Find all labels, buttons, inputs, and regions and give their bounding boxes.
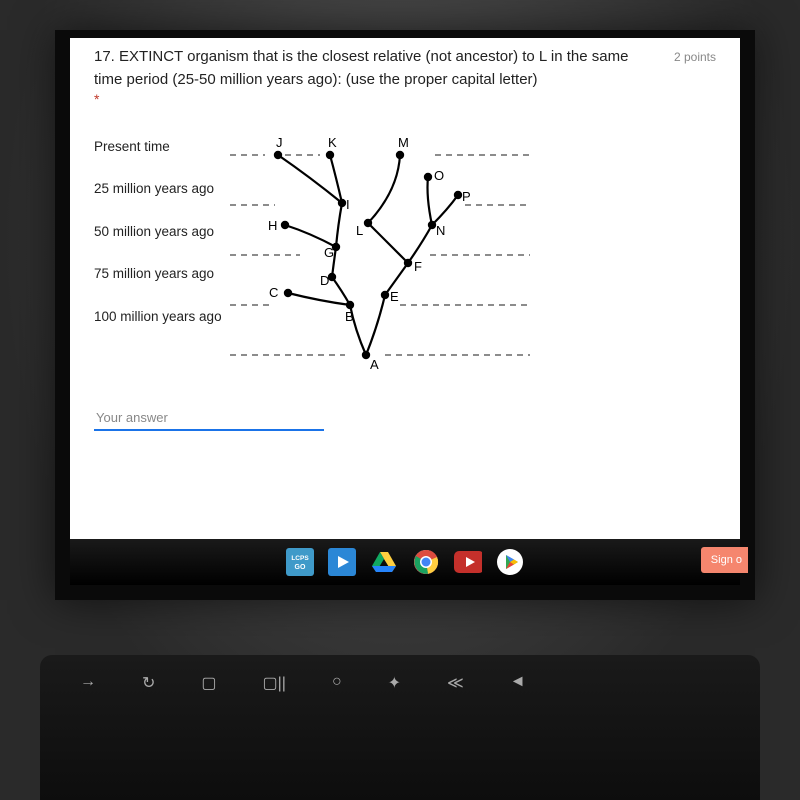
- time-label: 25 million years ago: [94, 181, 224, 197]
- youtube-icon[interactable]: [454, 548, 482, 576]
- key-rewind[interactable]: ≪: [447, 673, 464, 693]
- answer-row: [94, 406, 324, 431]
- key-vol[interactable]: ◄: [510, 673, 526, 693]
- required-marker: *: [94, 91, 716, 107]
- svg-text:LCPS: LCPS: [291, 555, 309, 562]
- svg-text:E: E: [390, 289, 399, 304]
- svg-text:B: B: [345, 309, 354, 324]
- svg-text:D: D: [320, 273, 329, 288]
- time-label: 100 million years ago: [94, 309, 224, 325]
- phylogenetic-tree: A B C D EF G H IL N O P J K M: [230, 135, 540, 400]
- svg-text:J: J: [276, 135, 283, 150]
- timeline-labels: Present time 25 million years ago 50 mil…: [94, 135, 224, 400]
- time-label: Present time: [94, 139, 224, 155]
- key-bright-up[interactable]: ✦: [388, 673, 401, 693]
- svg-text:F: F: [414, 259, 422, 274]
- svg-text:K: K: [328, 135, 337, 150]
- key-refresh[interactable]: ↻: [142, 673, 155, 693]
- svg-text:L: L: [356, 223, 363, 238]
- screen: 2 points 17. EXTINCT organism that is th…: [55, 30, 755, 600]
- playstore-icon[interactable]: [496, 548, 524, 576]
- question-number: 17.: [94, 48, 115, 65]
- time-label: 50 million years ago: [94, 224, 224, 240]
- keyboard: → ↻ ▢ ▢|| ○ ✦ ≪ ◄: [40, 655, 760, 800]
- points-label: 2 points: [674, 50, 716, 64]
- answer-input[interactable]: [94, 406, 324, 431]
- svg-text:G: G: [324, 245, 334, 260]
- lcps-icon[interactable]: LCPS GO: [286, 548, 314, 576]
- key-fullscreen[interactable]: ▢: [201, 673, 216, 693]
- drive-icon[interactable]: [370, 548, 398, 576]
- play-icon[interactable]: [328, 548, 356, 576]
- sign-button[interactable]: Sign o: [701, 547, 748, 573]
- question-text: 17. EXTINCT organism that is the closest…: [94, 46, 716, 91]
- key-row: → ↻ ▢ ▢|| ○ ✦ ≪ ◄: [70, 673, 730, 693]
- key-overview[interactable]: ▢||: [263, 673, 286, 693]
- svg-text:O: O: [434, 168, 444, 183]
- diagram: Present time 25 million years ago 50 mil…: [94, 135, 716, 400]
- svg-text:P: P: [462, 189, 471, 204]
- question-card: 2 points 17. EXTINCT organism that is th…: [70, 38, 740, 539]
- key-bright-down[interactable]: ○: [332, 673, 342, 693]
- svg-text:N: N: [436, 223, 445, 238]
- time-label: 75 million years ago: [94, 266, 224, 282]
- taskbar: LCPSGO Sign o: [70, 539, 740, 585]
- svg-text:C: C: [269, 285, 278, 300]
- key-arrow[interactable]: →: [80, 673, 96, 693]
- chrome-icon[interactable]: [412, 548, 440, 576]
- svg-text:A: A: [370, 357, 379, 372]
- svg-text:GO: GO: [295, 564, 306, 571]
- question-body: EXTINCT organism that is the closest rel…: [94, 48, 628, 88]
- laptop-body: 2 points 17. EXTINCT organism that is th…: [0, 0, 800, 800]
- svg-text:M: M: [398, 135, 409, 150]
- svg-text:H: H: [268, 218, 277, 233]
- svg-text:I: I: [346, 197, 350, 212]
